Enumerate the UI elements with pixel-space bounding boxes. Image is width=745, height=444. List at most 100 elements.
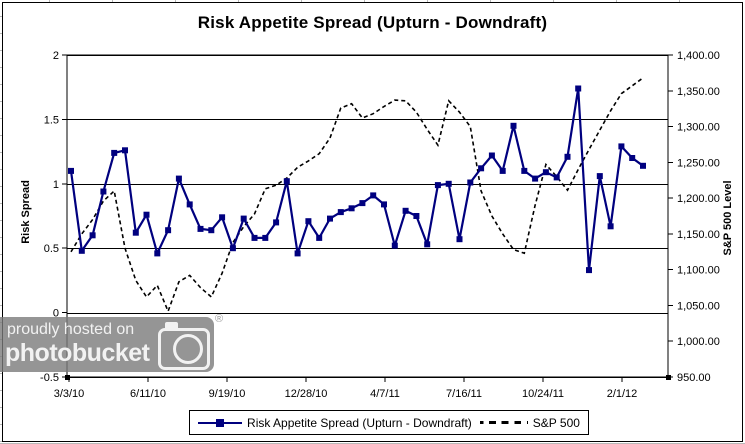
data-point-marker: [467, 179, 474, 186]
data-point-marker: [618, 143, 625, 150]
data-point-marker: [316, 234, 323, 241]
x-axis-tick-label: 4/7/11: [370, 388, 400, 400]
left-axis-tick-label: 0: [53, 308, 59, 320]
data-point-marker: [510, 122, 517, 129]
x-axis-tick-label: 3/3/10: [54, 388, 85, 400]
data-point-marker: [478, 165, 485, 172]
data-point-marker: [89, 232, 96, 239]
watermark-line1: proudly hosted on: [7, 321, 135, 338]
data-point-marker: [100, 188, 107, 195]
x-axis-tick-label: 2/1/12: [607, 388, 638, 400]
data-point-marker: [197, 225, 204, 232]
right-axis-tick-label: 1,000.00: [677, 336, 720, 348]
legend-dash-sample: [479, 421, 528, 424]
legend: Risk Appetite Spread (Upturn - Downdraft…: [189, 410, 589, 435]
right-axis-tick-label: 1,300.00: [677, 122, 720, 134]
data-point-marker: [283, 178, 290, 185]
data-point-marker: [229, 245, 236, 252]
data-point-marker: [132, 229, 139, 236]
right-axis-tick-label: 1,050.00: [677, 300, 720, 312]
x-axis-tick-label: 6/11/10: [130, 388, 166, 400]
right-axis-tick-label: 1,200.00: [677, 193, 720, 205]
data-point-marker: [564, 153, 571, 160]
legend-label-sp500: S&P 500: [532, 415, 580, 430]
data-point-marker: [240, 215, 247, 222]
data-point-marker: [521, 167, 528, 174]
right-axis-tick-label: 1,150.00: [677, 229, 720, 241]
right-axis-tick-label: 950.00: [677, 372, 711, 384]
risk-spread-series: [68, 85, 646, 274]
data-point-marker: [251, 234, 258, 241]
data-point-marker: [391, 242, 398, 249]
left-axis-tick-label: 0.5: [44, 243, 59, 255]
x-axis-tick-label: 10/24/11: [522, 388, 564, 400]
data-point-marker: [424, 241, 431, 248]
data-point-marker: [553, 174, 560, 181]
data-point-marker: [219, 214, 226, 221]
legend-item-risk-spread: Risk Appetite Spread (Upturn - Downdraft…: [198, 416, 472, 430]
data-point-marker: [337, 209, 344, 216]
data-point-marker: [262, 234, 269, 241]
data-point-marker: [143, 211, 150, 218]
right-axis: 1,400.00 1,350.00 1,300.00 1,250.00 1,200.00…: [668, 50, 734, 384]
watermark-line2: photobucket: [5, 339, 150, 367]
data-point-marker: [208, 227, 215, 234]
data-point-marker: [359, 200, 366, 207]
data-point-marker: [294, 250, 301, 257]
data-point-marker: [445, 180, 452, 187]
photobucket-watermark: proudly hosted on photobucket ®: [0, 313, 223, 372]
left-axis-tick-label: 1.5: [44, 114, 59, 126]
camera-lens: [173, 334, 203, 364]
legend-line-sample: [198, 418, 243, 427]
data-point-marker: [499, 167, 506, 174]
x-axis-tick-label: 9/19/10: [209, 388, 246, 400]
right-axis-tick-label: 1,400.00: [677, 50, 720, 62]
data-point-marker: [165, 227, 172, 234]
left-axis-tick-label: 2: [53, 50, 59, 62]
right-axis-tick-label: 1,350.00: [677, 86, 720, 98]
chart-title: Risk Appetite Spread (Upturn - Downdraft…: [197, 13, 548, 32]
x-axis-tick-label: 7/16/11: [446, 388, 482, 400]
data-point-marker: [111, 149, 118, 156]
data-point-marker: [542, 169, 549, 176]
data-point-marker: [186, 201, 193, 208]
data-point-marker: [607, 223, 614, 230]
data-point-marker: [381, 201, 387, 208]
data-point-marker: [413, 213, 420, 219]
data-point-marker: [370, 192, 377, 199]
data-point-marker: [434, 182, 441, 189]
data-point-marker: [596, 173, 603, 180]
data-point-marker: [629, 155, 636, 161]
data-point-marker: [640, 162, 646, 169]
worksheet-gridline-stubs-left: [0, 0, 2, 444]
legend-item-sp500: S&P 500: [479, 415, 580, 430]
data-point-marker: [586, 267, 592, 274]
data-point-marker: [273, 219, 280, 226]
camera-icon: [158, 322, 210, 370]
left-axis-tick-label: 1: [53, 179, 59, 191]
data-point-marker: [532, 175, 539, 182]
data-point-marker: [305, 218, 312, 225]
worksheet-gridline-stubs-top: [0, 0, 745, 2]
camera-tab: [165, 322, 178, 328]
registered-trademark-icon: ®: [215, 313, 224, 325]
data-point-marker: [68, 167, 74, 174]
left-axis-tick-label: -0.5: [40, 372, 59, 384]
left-axis-title: Risk Spread: [20, 180, 32, 244]
data-point-marker: [456, 236, 463, 243]
data-point-marker: [327, 215, 333, 222]
gridlines: [66, 54, 669, 378]
legend-square-marker-icon: [216, 418, 225, 427]
right-axis-title: S&P 500 Level: [722, 180, 734, 255]
data-point-marker: [175, 175, 182, 182]
data-point-marker: [575, 85, 582, 92]
data-point-marker: [122, 147, 128, 154]
right-axis-tick-label: 1,100.00: [677, 265, 720, 277]
data-point-marker: [78, 247, 85, 254]
right-axis-tick-label: 1,250.00: [677, 157, 720, 169]
data-point-marker: [154, 250, 161, 257]
data-point-marker: [488, 152, 495, 159]
